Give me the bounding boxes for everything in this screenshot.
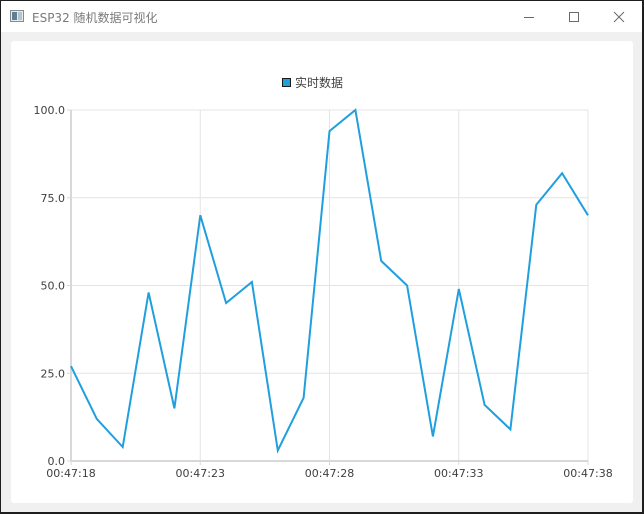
line-chart: 0.0 25.0 50.0 75.0 100.0 00:47:18 00:47:23 00:4… xyxy=(34,104,613,480)
x-tick-label: 00:47:33 xyxy=(434,467,483,480)
x-tick-label: 00:47:28 xyxy=(305,467,354,480)
close-button[interactable] xyxy=(596,1,642,32)
minimize-icon xyxy=(524,16,534,18)
y-tick-label: 100.0 xyxy=(34,104,66,117)
legend-label: 实时数据 xyxy=(295,76,344,90)
x-tick-label: 00:47:23 xyxy=(176,467,225,480)
x-tick-label: 00:47:18 xyxy=(46,467,95,480)
title-bar[interactable]: ESP32 随机数据可视化 xyxy=(1,1,642,32)
legend-swatch-icon xyxy=(282,78,291,87)
maximize-button[interactable] xyxy=(551,1,597,32)
chart-view: 实时数据 0.0 25.0 50.0 75.0 100.0 00:47:18 00:47:2… xyxy=(11,41,633,503)
x-tick-label: 00:47:38 xyxy=(563,467,612,480)
window-title: ESP32 随机数据可视化 xyxy=(32,11,158,25)
close-icon xyxy=(613,11,625,22)
maximize-icon xyxy=(569,11,579,22)
chart-legend[interactable]: 实时数据 xyxy=(282,74,343,91)
y-tick-label: 50.0 xyxy=(41,280,66,293)
y-tick-label: 0.0 xyxy=(48,455,66,468)
app-icon xyxy=(10,10,24,22)
minimize-button[interactable] xyxy=(506,1,552,32)
y-tick-label: 25.0 xyxy=(41,367,66,380)
series-line xyxy=(70,108,589,454)
y-tick-label: 75.0 xyxy=(41,192,66,205)
